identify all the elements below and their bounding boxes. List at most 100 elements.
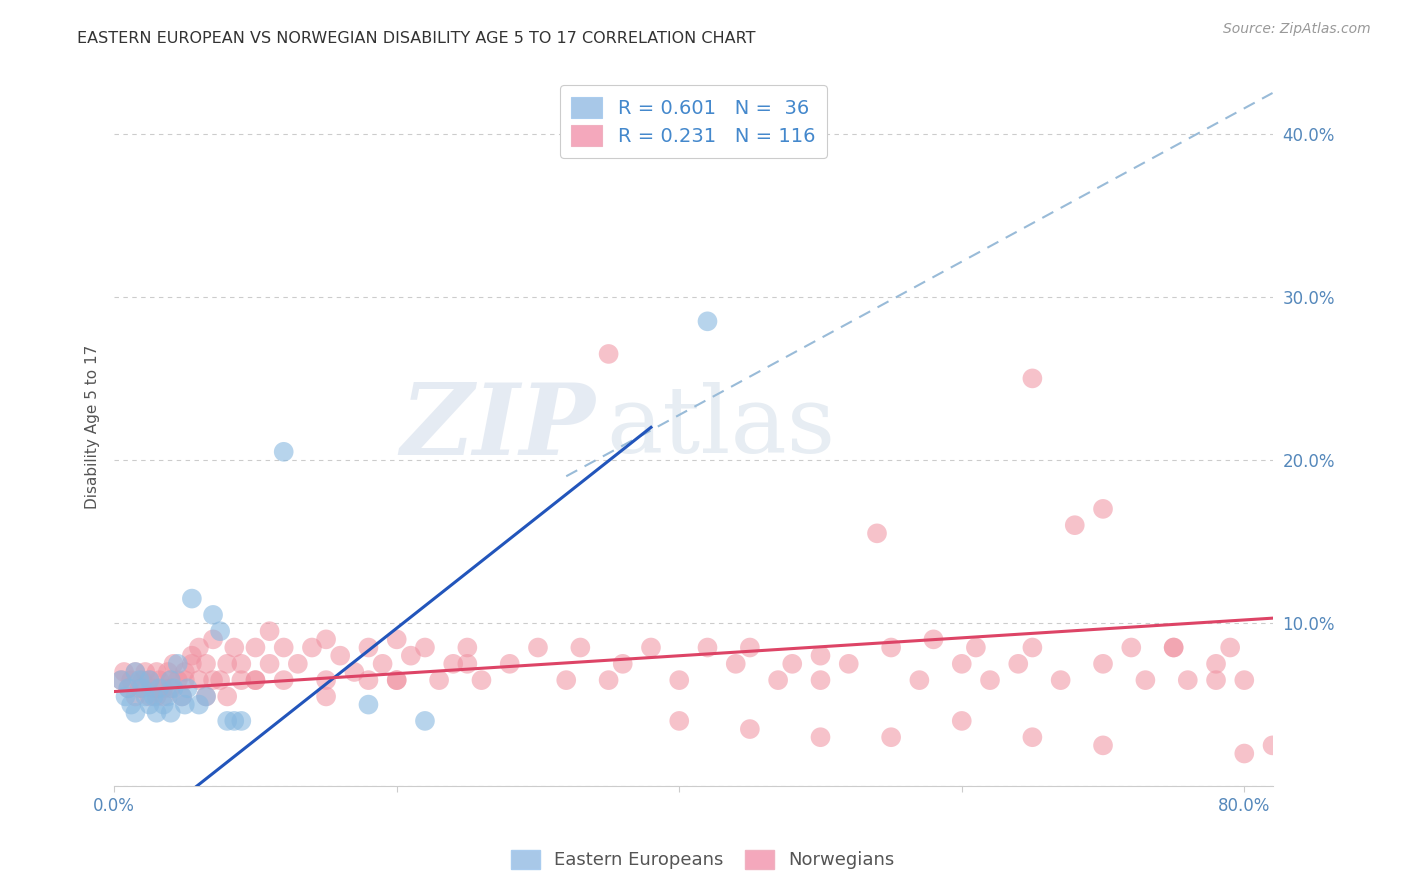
Point bbox=[202, 632, 225, 647]
Point bbox=[1233, 673, 1256, 687]
Point bbox=[162, 681, 184, 696]
Point bbox=[259, 624, 281, 639]
Point bbox=[145, 690, 167, 704]
Point bbox=[173, 673, 195, 687]
Point bbox=[138, 698, 160, 712]
Point bbox=[696, 314, 718, 328]
Point bbox=[124, 665, 146, 679]
Point bbox=[1205, 673, 1227, 687]
Point bbox=[1177, 673, 1199, 687]
Point bbox=[810, 648, 832, 663]
Point bbox=[138, 673, 160, 687]
Point bbox=[555, 673, 578, 687]
Point bbox=[180, 648, 202, 663]
Point bbox=[301, 640, 323, 655]
Point bbox=[427, 673, 450, 687]
Point bbox=[217, 657, 239, 671]
Point bbox=[838, 657, 860, 671]
Point bbox=[224, 714, 246, 728]
Point bbox=[131, 681, 153, 696]
Point bbox=[187, 698, 209, 712]
Point bbox=[357, 698, 380, 712]
Point bbox=[195, 690, 218, 704]
Point bbox=[124, 690, 146, 704]
Point bbox=[152, 698, 174, 712]
Point bbox=[112, 665, 135, 679]
Point bbox=[1021, 640, 1043, 655]
Point bbox=[810, 673, 832, 687]
Point bbox=[148, 673, 170, 687]
Point bbox=[456, 640, 478, 655]
Point bbox=[385, 673, 408, 687]
Point bbox=[738, 640, 761, 655]
Point bbox=[117, 681, 139, 696]
Point bbox=[231, 657, 253, 671]
Point bbox=[1219, 640, 1241, 655]
Point bbox=[499, 657, 522, 671]
Point bbox=[195, 690, 218, 704]
Point bbox=[138, 690, 160, 704]
Point bbox=[1233, 747, 1256, 761]
Point bbox=[170, 690, 193, 704]
Point bbox=[245, 640, 267, 655]
Legend: R = 0.601   N =  36, R = 0.231   N = 116: R = 0.601 N = 36, R = 0.231 N = 116 bbox=[560, 86, 827, 158]
Point bbox=[170, 690, 193, 704]
Point bbox=[152, 681, 174, 696]
Point bbox=[259, 657, 281, 671]
Point bbox=[120, 698, 142, 712]
Point bbox=[470, 673, 492, 687]
Point bbox=[138, 673, 160, 687]
Point bbox=[1135, 673, 1157, 687]
Point bbox=[598, 673, 620, 687]
Point bbox=[245, 673, 267, 687]
Point bbox=[950, 714, 973, 728]
Point bbox=[156, 665, 179, 679]
Point bbox=[612, 657, 634, 671]
Point bbox=[173, 665, 195, 679]
Text: Source: ZipAtlas.com: Source: ZipAtlas.com bbox=[1223, 22, 1371, 37]
Point bbox=[413, 640, 436, 655]
Point bbox=[640, 640, 662, 655]
Point bbox=[329, 648, 352, 663]
Point bbox=[145, 665, 167, 679]
Text: ZIP: ZIP bbox=[399, 379, 595, 475]
Point bbox=[668, 673, 690, 687]
Point bbox=[1092, 739, 1115, 753]
Point bbox=[696, 640, 718, 655]
Point bbox=[162, 657, 184, 671]
Point bbox=[908, 673, 931, 687]
Point bbox=[357, 673, 380, 687]
Point bbox=[159, 706, 181, 720]
Point bbox=[159, 681, 181, 696]
Point bbox=[120, 673, 142, 687]
Point bbox=[315, 690, 337, 704]
Point bbox=[1121, 640, 1143, 655]
Point bbox=[134, 665, 156, 679]
Point bbox=[231, 673, 253, 687]
Point bbox=[371, 657, 394, 671]
Text: EASTERN EUROPEAN VS NORWEGIAN DISABILITY AGE 5 TO 17 CORRELATION CHART: EASTERN EUROPEAN VS NORWEGIAN DISABILITY… bbox=[77, 31, 756, 46]
Point bbox=[287, 657, 309, 671]
Point bbox=[187, 640, 209, 655]
Point bbox=[569, 640, 592, 655]
Point bbox=[128, 673, 150, 687]
Point bbox=[965, 640, 987, 655]
Point bbox=[668, 714, 690, 728]
Point bbox=[273, 444, 295, 458]
Point bbox=[245, 673, 267, 687]
Point bbox=[343, 665, 366, 679]
Legend: Eastern Europeans, Norwegians: Eastern Europeans, Norwegians bbox=[502, 840, 904, 879]
Point bbox=[134, 690, 156, 704]
Point bbox=[315, 673, 337, 687]
Point bbox=[527, 640, 550, 655]
Point bbox=[152, 690, 174, 704]
Point bbox=[202, 607, 225, 622]
Point bbox=[224, 640, 246, 655]
Point bbox=[866, 526, 889, 541]
Point bbox=[1261, 739, 1284, 753]
Point bbox=[1007, 657, 1029, 671]
Point bbox=[187, 673, 209, 687]
Point bbox=[413, 714, 436, 728]
Point bbox=[1021, 371, 1043, 385]
Point bbox=[399, 648, 422, 663]
